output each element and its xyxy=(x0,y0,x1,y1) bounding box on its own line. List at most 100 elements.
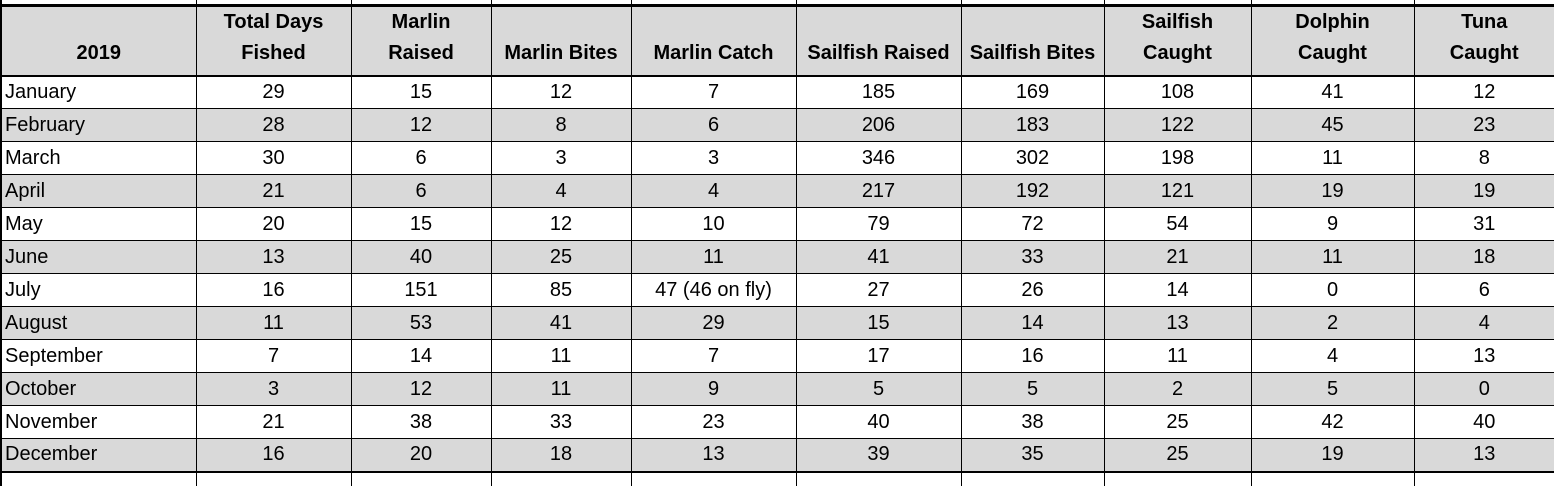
cell-sailfish-bites[interactable]: 16 xyxy=(960,339,1105,373)
cell-sailfish-raised[interactable]: 217 xyxy=(795,174,962,208)
cell-tuna-caught[interactable]: 6 xyxy=(1413,273,1554,307)
cell-tuna-caught[interactable]: 18 xyxy=(1413,240,1554,274)
cell-marlin-bites[interactable]: 41 xyxy=(490,306,632,340)
cell-sailfish-raised[interactable]: 17 xyxy=(795,339,962,373)
cell-sailfish-bites[interactable]: 35 xyxy=(960,438,1105,473)
cell-marlin-raised[interactable]: 14 xyxy=(350,339,492,373)
cell-marlin-bites[interactable]: 8 xyxy=(490,108,632,142)
cell-sailfish-caught[interactable]: 2 xyxy=(1103,372,1252,406)
cell-sailfish-raised[interactable]: 40 xyxy=(795,405,962,439)
month-cell[interactable]: April xyxy=(0,174,197,208)
cell-sailfish-raised[interactable]: 346 xyxy=(795,141,962,175)
cell-sailfish-bites[interactable]: 33 xyxy=(960,240,1105,274)
cell-sailfish-caught[interactable]: 25 xyxy=(1103,405,1252,439)
cell-sailfish-bites[interactable]: 302 xyxy=(960,141,1105,175)
column-header-month[interactable]: 2019 xyxy=(0,3,197,77)
cell-sailfish-caught[interactable]: 13 xyxy=(1103,306,1252,340)
cell-sailfish-raised[interactable]: 15 xyxy=(795,306,962,340)
month-cell[interactable]: February xyxy=(0,108,197,142)
cell-marlin-catch[interactable]: 11 xyxy=(630,240,797,274)
month-cell[interactable]: November xyxy=(0,405,197,439)
cell-marlin-raised[interactable]: 53 xyxy=(350,306,492,340)
cell-marlin-bites[interactable]: 4 xyxy=(490,174,632,208)
cell-total-days-fished[interactable]: 30 xyxy=(195,141,352,175)
cell-sailfish-raised[interactable]: 185 xyxy=(795,75,962,109)
month-cell[interactable]: August xyxy=(0,306,197,340)
cell-total-days-fished[interactable]: 13 xyxy=(195,240,352,274)
cell-marlin-catch[interactable]: 13 xyxy=(630,438,797,473)
cell-marlin-catch[interactable]: 23 xyxy=(630,405,797,439)
month-cell[interactable]: March xyxy=(0,141,197,175)
cell-sailfish-bites[interactable]: 192 xyxy=(960,174,1105,208)
cell-dolphin-caught[interactable]: 41 xyxy=(1250,75,1415,109)
cell-sailfish-caught[interactable]: 21 xyxy=(1103,240,1252,274)
cell-sailfish-raised[interactable]: 206 xyxy=(795,108,962,142)
cell-total-days-fished[interactable]: 21 xyxy=(195,174,352,208)
cell-marlin-bites[interactable]: 85 xyxy=(490,273,632,307)
cell-marlin-bites[interactable]: 12 xyxy=(490,207,632,241)
month-cell[interactable]: June xyxy=(0,240,197,274)
cell-dolphin-caught[interactable]: 2 xyxy=(1250,306,1415,340)
cell-sailfish-caught[interactable]: 25 xyxy=(1103,438,1252,473)
cell-total-days-fished[interactable]: 3 xyxy=(195,372,352,406)
cell-tuna-caught[interactable]: 8 xyxy=(1413,141,1554,175)
month-cell[interactable]: October xyxy=(0,372,197,406)
cell-dolphin-caught[interactable]: 19 xyxy=(1250,438,1415,473)
column-header-sailfish-bites[interactable]: Sailfish Bites xyxy=(960,3,1105,77)
cell-dolphin-caught[interactable]: 5 xyxy=(1250,372,1415,406)
cell-dolphin-caught[interactable]: 9 xyxy=(1250,207,1415,241)
cell-sailfish-caught[interactable]: 108 xyxy=(1103,75,1252,109)
cell-marlin-bites[interactable]: 11 xyxy=(490,339,632,373)
cell-marlin-raised[interactable]: 6 xyxy=(350,174,492,208)
cell-sailfish-bites[interactable]: 169 xyxy=(960,75,1105,109)
cell-total-days-fished[interactable]: 16 xyxy=(195,273,352,307)
cell-marlin-catch[interactable]: 9 xyxy=(630,372,797,406)
cell-total-days-fished[interactable]: 21 xyxy=(195,405,352,439)
cell-tuna-caught[interactable]: 4 xyxy=(1413,306,1554,340)
cell-sailfish-raised[interactable]: 39 xyxy=(795,438,962,473)
cell-total-days-fished[interactable]: 28 xyxy=(195,108,352,142)
cell-marlin-raised[interactable]: 12 xyxy=(350,372,492,406)
column-header-marlin-bites[interactable]: Marlin Bites xyxy=(490,3,632,77)
cell-sailfish-caught[interactable]: 121 xyxy=(1103,174,1252,208)
cell-tuna-caught[interactable]: 12 xyxy=(1413,75,1554,109)
cell-sailfish-bites[interactable]: 26 xyxy=(960,273,1105,307)
cell-total-days-fished[interactable]: 7 xyxy=(195,339,352,373)
cell-marlin-raised[interactable]: 20 xyxy=(350,438,492,473)
cell-marlin-catch[interactable]: 7 xyxy=(630,75,797,109)
cell-marlin-catch[interactable]: 10 xyxy=(630,207,797,241)
cell-marlin-raised[interactable]: 151 xyxy=(350,273,492,307)
cell-marlin-catch[interactable]: 6 xyxy=(630,108,797,142)
cell-sailfish-raised[interactable]: 41 xyxy=(795,240,962,274)
cell-dolphin-caught[interactable]: 45 xyxy=(1250,108,1415,142)
cell-marlin-raised[interactable]: 6 xyxy=(350,141,492,175)
column-header-sailfish-caught[interactable]: Sailfish Caught xyxy=(1103,3,1252,77)
cell-dolphin-caught[interactable]: 11 xyxy=(1250,141,1415,175)
cell-tuna-caught[interactable]: 19 xyxy=(1413,174,1554,208)
cell-marlin-bites[interactable]: 3 xyxy=(490,141,632,175)
column-header-total-days-fished[interactable]: Total Days Fished xyxy=(195,3,352,77)
cell-marlin-bites[interactable]: 18 xyxy=(490,438,632,473)
cell-dolphin-caught[interactable]: 11 xyxy=(1250,240,1415,274)
cell-total-days-fished[interactable]: 20 xyxy=(195,207,352,241)
cell-marlin-catch[interactable]: 47 (46 on fly) xyxy=(630,273,797,307)
cell-tuna-caught[interactable]: 40 xyxy=(1413,405,1554,439)
cell-dolphin-caught[interactable]: 0 xyxy=(1250,273,1415,307)
cell-sailfish-bites[interactable]: 183 xyxy=(960,108,1105,142)
cell-total-days-fished[interactable]: 16 xyxy=(195,438,352,473)
cell-dolphin-caught[interactable]: 4 xyxy=(1250,339,1415,373)
cell-sailfish-raised[interactable]: 79 xyxy=(795,207,962,241)
cell-tuna-caught[interactable]: 31 xyxy=(1413,207,1554,241)
column-header-tuna-caught[interactable]: Tuna Caught xyxy=(1413,3,1554,77)
cell-sailfish-raised[interactable]: 5 xyxy=(795,372,962,406)
cell-marlin-raised[interactable]: 38 xyxy=(350,405,492,439)
cell-sailfish-bites[interactable]: 72 xyxy=(960,207,1105,241)
cell-marlin-raised[interactable]: 15 xyxy=(350,207,492,241)
month-cell[interactable]: September xyxy=(0,339,197,373)
cell-marlin-catch[interactable]: 7 xyxy=(630,339,797,373)
cell-sailfish-caught[interactable]: 198 xyxy=(1103,141,1252,175)
column-header-dolphin-caught[interactable]: Dolphin Caught xyxy=(1250,3,1415,77)
cell-sailfish-bites[interactable]: 14 xyxy=(960,306,1105,340)
cell-sailfish-raised[interactable]: 27 xyxy=(795,273,962,307)
cell-marlin-catch[interactable]: 29 xyxy=(630,306,797,340)
